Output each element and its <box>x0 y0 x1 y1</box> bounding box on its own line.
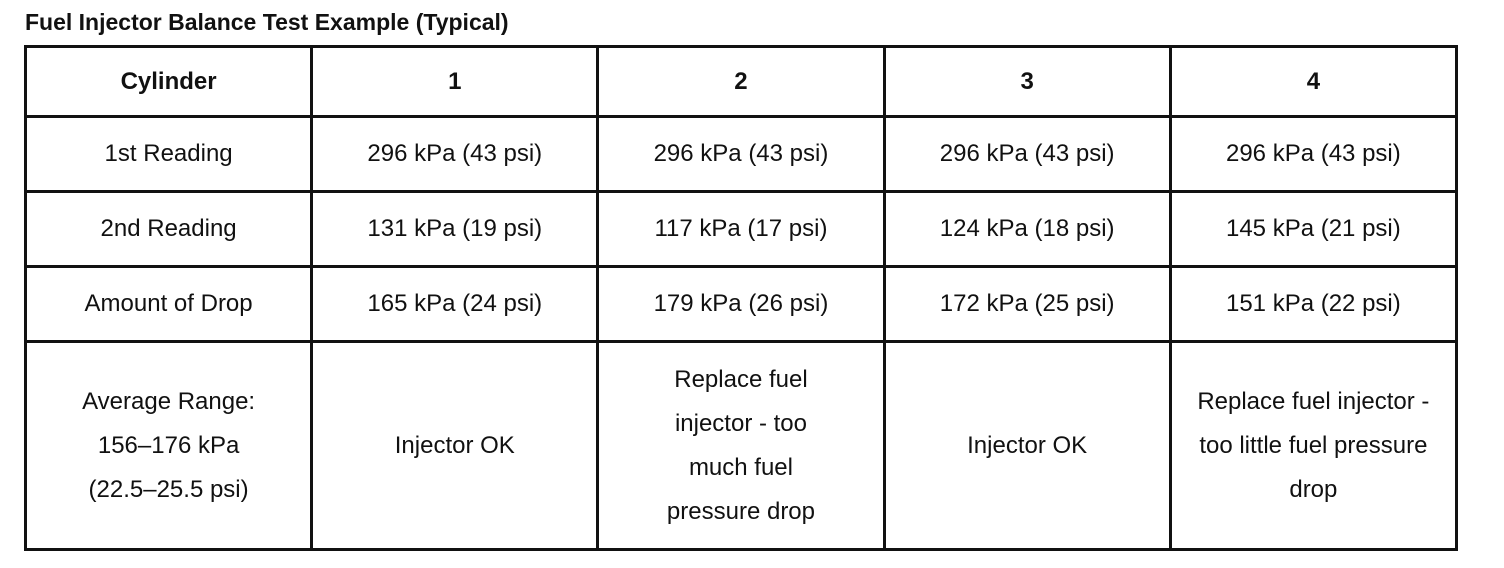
header-cylinder-2: 2 <box>596 45 886 118</box>
table-cell: 165 kPa (24 psi) <box>310 265 600 343</box>
table-header-row: Cylinder 1 2 3 4 <box>23 45 1459 118</box>
row-label-second-reading: 2nd Reading <box>23 190 314 268</box>
header-cylinder-3: 3 <box>882 45 1172 118</box>
result-cell-cylinder-4: Replace fuel injector - too little fuel … <box>1168 340 1459 551</box>
table-row-first-reading: 1st Reading 296 kPa (43 psi) 296 kPa (43… <box>23 115 1459 193</box>
row-label-first-reading: 1st Reading <box>23 115 314 193</box>
table-cell: 117 kPa (17 psi) <box>596 190 886 268</box>
table-cell: 151 kPa (22 psi) <box>1168 265 1459 343</box>
table-row-result: Average Range: 156–176 kPa (22.5–25.5 ps… <box>23 340 1459 551</box>
table-cell: 124 kPa (18 psi) <box>882 190 1172 268</box>
table-cell: 172 kPa (25 psi) <box>882 265 1172 343</box>
result-cell-cylinder-2: Replace fuel injector - too much fuel pr… <box>596 340 886 551</box>
table-row-amount-of-drop: Amount of Drop 165 kPa (24 psi) 179 kPa … <box>23 265 1459 343</box>
table-title: Fuel Injector Balance Test Example (Typi… <box>25 9 509 35</box>
table-cell: 145 kPa (21 psi) <box>1168 190 1459 268</box>
table-cell: 296 kPa (43 psi) <box>882 115 1172 193</box>
table-cell: 296 kPa (43 psi) <box>310 115 600 193</box>
table-cell: 131 kPa (19 psi) <box>310 190 600 268</box>
header-cylinder: Cylinder <box>23 45 314 118</box>
row-label-amount-of-drop: Amount of Drop <box>23 265 314 343</box>
table-cell: 296 kPa (43 psi) <box>596 115 886 193</box>
result-cell-cylinder-1: Injector OK <box>310 340 600 551</box>
table-cell: 296 kPa (43 psi) <box>1168 115 1459 193</box>
fuel-injector-balance-table: Cylinder 1 2 3 4 1st Reading 296 kPa (43… <box>23 45 1459 551</box>
table-cell: 179 kPa (26 psi) <box>596 265 886 343</box>
row-label-average-range: Average Range: 156–176 kPa (22.5–25.5 ps… <box>23 340 314 551</box>
result-cell-cylinder-3: Injector OK <box>882 340 1172 551</box>
table-row-second-reading: 2nd Reading 131 kPa (19 psi) 117 kPa (17… <box>23 190 1459 268</box>
header-cylinder-1: 1 <box>310 45 600 118</box>
header-cylinder-4: 4 <box>1168 45 1459 118</box>
